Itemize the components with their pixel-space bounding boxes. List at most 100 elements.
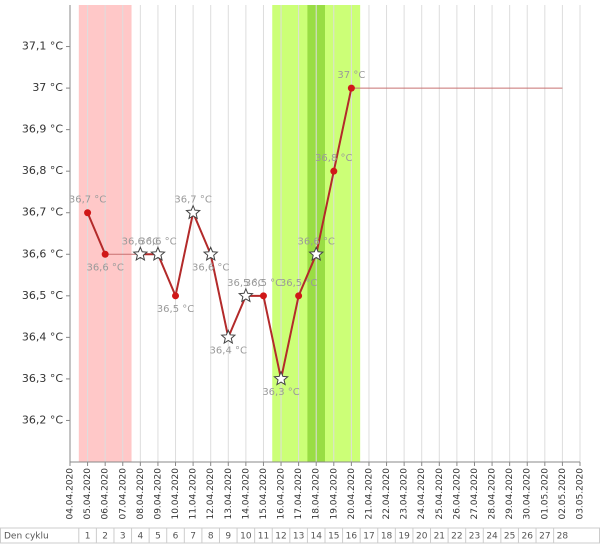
x-tick-label: 15.04.2020 xyxy=(259,468,269,520)
point-marker xyxy=(295,292,303,300)
cycle-day: 9 xyxy=(225,532,231,542)
y-tick-label: 37,1 °C xyxy=(22,40,63,53)
point-marker xyxy=(347,84,355,92)
cycle-day: 18 xyxy=(381,532,393,542)
x-tick-label: 19.04.2020 xyxy=(329,468,339,520)
y-tick-label: 36,2 °C xyxy=(22,413,63,426)
cycle-day: 17 xyxy=(363,532,374,542)
cycle-day: 2 xyxy=(102,532,108,542)
x-tick-label: 21.04.2020 xyxy=(364,468,374,520)
star-marker xyxy=(150,245,166,261)
cycle-day: 20 xyxy=(416,532,428,542)
value-label: 36,6 °C xyxy=(192,262,229,273)
cycle-day: 6 xyxy=(173,532,179,542)
cycle-day: 7 xyxy=(190,532,196,542)
x-tick-label: 06.04.2020 xyxy=(101,468,111,520)
x-tick-label: 17.04.2020 xyxy=(294,468,304,520)
x-tick-label: 28.04.2020 xyxy=(488,468,498,520)
x-tick-label: 09.04.2020 xyxy=(153,468,163,520)
value-label: 36,5 °C xyxy=(245,278,282,289)
cycle-label: Den cyklu xyxy=(4,532,49,542)
value-label: 36,3 °C xyxy=(262,387,299,398)
cycle-day: 16 xyxy=(346,532,358,542)
x-tick-label: 26.04.2020 xyxy=(452,468,462,520)
y-tick-label: 36,9 °C xyxy=(22,123,63,136)
value-label: 36,7 °C xyxy=(69,195,106,206)
x-tick-label: 01.05.2020 xyxy=(540,468,550,520)
star-marker xyxy=(273,370,289,386)
x-tick-label: 20.04.2020 xyxy=(347,468,357,520)
point-marker xyxy=(330,167,338,175)
point-marker xyxy=(101,250,109,258)
value-label: 36,5 °C xyxy=(280,278,317,289)
y-tick-label: 36,7 °C xyxy=(22,206,63,219)
cycle-day: 10 xyxy=(240,532,252,542)
x-tick-label: 04.04.2020 xyxy=(66,468,76,520)
x-tick-label: 25.04.2020 xyxy=(435,468,445,520)
x-tick-label: 24.04.2020 xyxy=(417,468,427,520)
cycle-day: 12 xyxy=(275,532,286,542)
x-tick-label: 22.04.2020 xyxy=(382,468,392,520)
cycle-day: 14 xyxy=(310,532,322,542)
x-tick-label: 03.05.2020 xyxy=(576,468,586,520)
x-tick-label: 18.04.2020 xyxy=(312,468,322,520)
y-tick-label: 36,6 °C xyxy=(22,247,63,260)
cycle-day: 1 xyxy=(85,532,91,542)
cycle-day: 19 xyxy=(398,532,410,542)
cycle-day: 22 xyxy=(451,532,462,542)
value-label: 37 °C xyxy=(337,70,365,81)
y-tick-label: 36,3 °C xyxy=(22,372,63,385)
x-tick-label: 23.04.2020 xyxy=(400,468,410,520)
x-tick-label: 29.04.2020 xyxy=(505,468,515,520)
y-tick-label: 36,8 °C xyxy=(22,164,63,177)
cycle-day: 25 xyxy=(504,532,515,542)
point-marker xyxy=(259,292,267,300)
x-tick-label: 08.04.2020 xyxy=(136,468,146,520)
star-marker xyxy=(132,245,149,261)
x-tick-label: 07.04.2020 xyxy=(118,468,128,520)
value-label: 36,6 °C xyxy=(86,262,123,273)
y-tick-label: 37 °C xyxy=(32,81,63,94)
x-tick-label: 05.04.2020 xyxy=(83,468,93,520)
x-tick-label: 14.04.2020 xyxy=(241,468,251,520)
cycle-day: 28 xyxy=(557,532,569,542)
star-marker xyxy=(308,245,325,261)
value-label: 36,7 °C xyxy=(174,195,211,206)
cycle-day: 27 xyxy=(539,532,550,542)
cycle-day: 4 xyxy=(137,532,143,542)
cycle-day: 13 xyxy=(293,532,304,542)
value-label: 36,4 °C xyxy=(210,345,247,356)
cycle-day: 21 xyxy=(434,532,445,542)
star-marker xyxy=(220,329,237,345)
cycle-day: 11 xyxy=(258,532,269,542)
point-marker xyxy=(172,292,180,300)
cycle-day: 15 xyxy=(328,532,339,542)
point-marker xyxy=(84,209,92,217)
cycle-day: 5 xyxy=(155,532,161,542)
x-tick-label: 13.04.2020 xyxy=(224,468,234,520)
x-tick-label: 02.05.2020 xyxy=(558,468,568,520)
star-marker xyxy=(237,287,254,303)
value-label: 36,5 °C xyxy=(227,278,264,289)
value-label: 36,8 °C xyxy=(315,153,352,164)
cycle-day: 23 xyxy=(469,532,480,542)
value-label: 36,6 °C xyxy=(297,236,334,247)
value-label: 36,5 °C xyxy=(157,304,194,315)
x-tick-label: 30.04.2020 xyxy=(523,468,533,520)
star-marker xyxy=(202,245,219,261)
value-label: 36,6 °C xyxy=(122,236,159,247)
x-tick-label: 16.04.2020 xyxy=(277,468,287,520)
star-marker xyxy=(185,204,201,220)
value-label: 36,6 °C xyxy=(139,236,176,247)
x-tick-label: 12.04.2020 xyxy=(206,468,216,520)
cycle-day: 3 xyxy=(120,532,126,542)
y-tick-label: 36,5 °C xyxy=(22,289,63,302)
cycle-day: 24 xyxy=(486,532,498,542)
x-tick-label: 11.04.2020 xyxy=(189,468,199,520)
cycle-day: 8 xyxy=(208,532,214,542)
x-tick-label: 10.04.2020 xyxy=(171,468,181,520)
cycle-day: 26 xyxy=(522,532,534,542)
y-tick-label: 36,4 °C xyxy=(22,330,63,343)
x-tick-label: 27.04.2020 xyxy=(470,468,480,520)
